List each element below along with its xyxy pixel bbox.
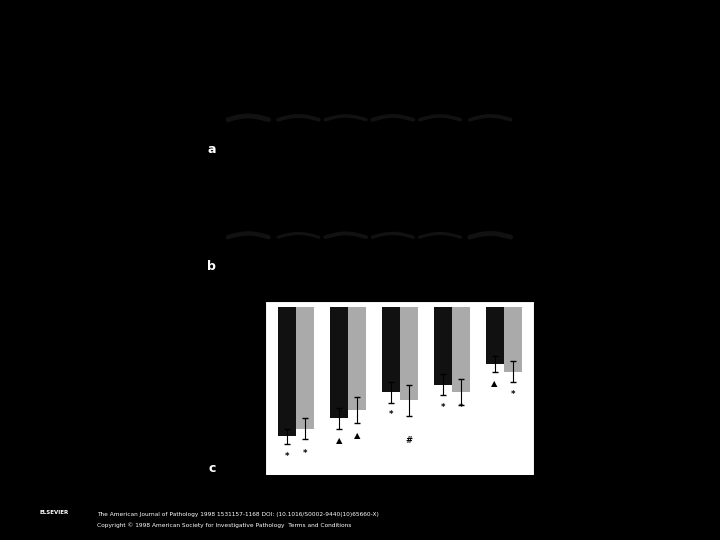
Text: TGF-α: TGF-α <box>286 58 311 67</box>
Bar <box>382 307 400 392</box>
Bar <box>400 307 418 400</box>
Text: Figure 3: Figure 3 <box>335 14 385 27</box>
Text: C: C <box>246 176 251 185</box>
Bar <box>451 307 470 392</box>
Text: b-FGF: b-FGF <box>428 176 453 185</box>
Text: The American Journal of Pathology 1998 1531157-1168 DOI: (10.1016/S0002-9440(10): The American Journal of Pathology 1998 1… <box>97 512 379 517</box>
Text: b: b <box>207 260 216 273</box>
Text: *: * <box>459 403 463 411</box>
Bar <box>296 307 314 429</box>
Text: b-FGF: b-FGF <box>428 58 453 67</box>
Text: EGF: EGF <box>337 176 354 185</box>
Text: PDGF: PDGF <box>381 176 405 185</box>
Text: *: * <box>302 449 307 458</box>
Text: *: * <box>284 452 289 461</box>
Text: IGF-1: IGF-1 <box>479 58 502 67</box>
Text: C: C <box>246 58 251 67</box>
Text: PDGF: PDGF <box>381 58 405 67</box>
Text: ELSEVIER: ELSEVIER <box>40 510 68 515</box>
Bar <box>348 307 366 410</box>
Text: #: # <box>405 436 413 446</box>
Text: ▲: ▲ <box>336 436 342 446</box>
Bar <box>433 307 451 384</box>
Text: ▲: ▲ <box>491 379 498 388</box>
Bar <box>485 307 504 364</box>
Text: *: * <box>441 403 445 411</box>
Text: a: a <box>207 143 216 156</box>
Text: *: * <box>510 390 515 399</box>
Text: Copyright © 1998 American Society for Investigative Pathology  Terms and Conditi: Copyright © 1998 American Society for In… <box>97 522 351 528</box>
Text: IGF-1: IGF-1 <box>479 176 502 185</box>
Y-axis label: % change relative to control: % change relative to control <box>228 324 237 453</box>
Text: ▲: ▲ <box>354 431 360 440</box>
Bar <box>278 307 296 436</box>
Text: EGF: EGF <box>337 58 354 67</box>
Bar <box>330 307 348 418</box>
Bar <box>504 307 522 372</box>
Text: TGF-α: TGF-α <box>286 176 311 185</box>
Text: c: c <box>209 462 216 475</box>
Text: *: * <box>388 410 393 420</box>
